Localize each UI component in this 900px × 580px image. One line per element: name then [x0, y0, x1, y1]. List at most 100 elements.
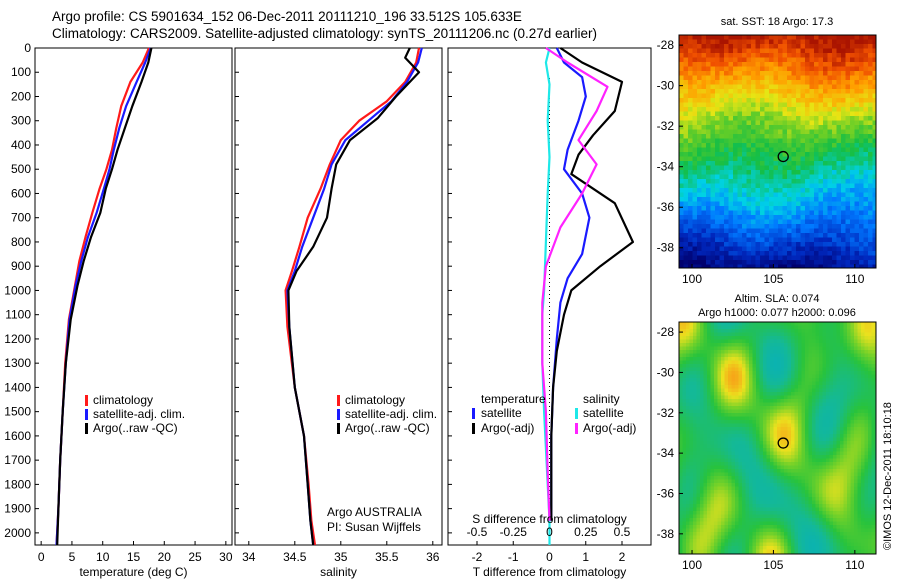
map-cell	[777, 430, 781, 435]
map-cell	[710, 322, 715, 326]
map-cell	[764, 233, 770, 238]
map-cell	[688, 188, 693, 193]
map-cell	[707, 455, 711, 459]
map-cell	[812, 406, 816, 410]
map-cell	[683, 98, 689, 103]
map-cell	[707, 409, 711, 414]
legend-label: Argo(..raw -QC)	[93, 421, 178, 435]
map-cell	[796, 197, 801, 202]
map-cell	[773, 201, 779, 207]
map-cell	[715, 228, 720, 234]
map-cell	[683, 161, 689, 166]
map-cell	[773, 413, 778, 417]
map-cell	[801, 406, 806, 410]
map-cell	[751, 156, 756, 162]
map-cell	[827, 75, 833, 81]
map-cell	[756, 434, 760, 438]
map-cell	[756, 353, 760, 358]
map-cell	[733, 156, 738, 162]
map-cell	[724, 237, 729, 243]
map-cell	[805, 332, 809, 337]
map-cell	[836, 441, 841, 445]
map-cell	[766, 350, 771, 354]
map-cell	[827, 156, 833, 162]
map-cell	[721, 350, 725, 354]
map-cell	[782, 224, 788, 229]
map-cell	[808, 416, 813, 421]
map-cell	[859, 264, 864, 269]
map-cell	[809, 66, 815, 72]
map-cell	[769, 206, 774, 211]
map-cell	[791, 444, 795, 449]
map-cell	[861, 430, 865, 435]
map-cell	[703, 339, 708, 344]
map-cell	[724, 374, 729, 379]
map-cell	[724, 152, 729, 157]
map-cell	[827, 84, 833, 90]
map-cell	[679, 197, 684, 202]
map-cell	[735, 437, 739, 442]
map-cell	[794, 395, 799, 400]
map-cell	[805, 430, 809, 435]
map-cell	[745, 423, 750, 428]
map-cell	[683, 125, 689, 130]
map-cell	[818, 120, 824, 126]
map-cell	[778, 206, 783, 211]
map-cell	[857, 458, 862, 463]
map-cell	[827, 120, 833, 126]
map-cell	[863, 210, 869, 216]
map-cell	[818, 179, 824, 184]
map-cell	[742, 364, 746, 368]
map-cell	[728, 462, 732, 466]
map-cell	[801, 357, 806, 361]
map-cell	[812, 367, 816, 372]
map-cell	[737, 192, 743, 198]
map-cell	[692, 80, 698, 85]
map-cell	[787, 215, 792, 220]
map-cell	[766, 353, 771, 358]
map-cell	[794, 416, 799, 421]
map-cell	[686, 392, 690, 396]
map-cell	[854, 75, 860, 81]
map-cell	[823, 39, 828, 45]
map-cell	[679, 476, 683, 480]
map-cell	[872, 120, 877, 126]
map-cell	[769, 237, 774, 243]
map-cell	[700, 399, 704, 403]
map-cell	[787, 84, 792, 90]
map-cell	[773, 350, 778, 354]
map-cell	[791, 107, 797, 112]
map-cell	[735, 399, 739, 403]
map-cell	[701, 147, 707, 153]
map-cell	[731, 469, 736, 473]
map-cell	[746, 197, 752, 202]
map-cell	[746, 116, 752, 121]
map-cell	[715, 237, 720, 243]
map-cell	[710, 399, 715, 403]
map-cell	[782, 120, 788, 126]
map-cell	[683, 89, 689, 94]
map-cell	[843, 462, 848, 466]
x-tick-label: 30	[219, 550, 233, 564]
map-cell	[854, 48, 860, 54]
map-cell	[688, 255, 693, 261]
map-cell	[742, 138, 747, 144]
map-cell	[773, 84, 779, 90]
map-cell	[871, 441, 876, 445]
map-cell	[784, 388, 788, 393]
map-cell	[728, 242, 734, 247]
map-cell	[868, 152, 873, 157]
map-cell	[780, 458, 785, 463]
map-cell	[715, 143, 720, 148]
map-cell	[697, 152, 702, 157]
map-cell	[809, 89, 815, 94]
map-cell	[706, 143, 711, 148]
map-cell	[710, 427, 715, 431]
map-cell	[791, 260, 797, 265]
map-cell	[710, 255, 716, 261]
map-cell	[755, 57, 761, 63]
map-cell	[733, 66, 738, 72]
map-cell	[749, 434, 753, 438]
map-cell	[814, 129, 819, 135]
map-cell	[841, 246, 846, 252]
